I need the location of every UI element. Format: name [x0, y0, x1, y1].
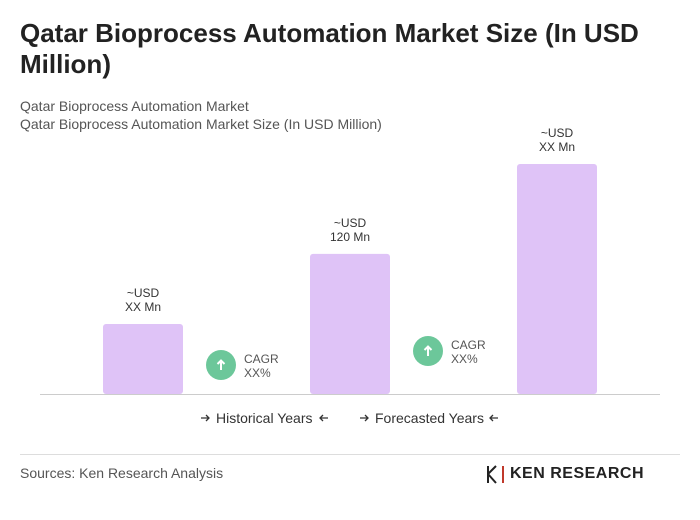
chart-title: Qatar Bioprocess Automation Market Size …	[20, 18, 639, 79]
value-label: ~USD 120 Mn	[329, 215, 371, 244]
cagr-arrow	[423, 345, 433, 356]
value-label: ~USD XX Mn	[124, 285, 161, 314]
cagr-arrow	[216, 359, 226, 370]
subtitle: Qatar Bioprocess Automation Market Size …	[20, 116, 382, 132]
bar	[310, 253, 390, 394]
source: Sources: Ken Research Analysis	[20, 465, 224, 481]
logo: KEN RESEARCH	[510, 465, 645, 482]
logo-icon	[487, 465, 504, 484]
subtitle: Qatar Bioprocess Automation Market	[20, 98, 249, 114]
legend-entry: Historical Years	[216, 410, 313, 426]
value-label: ~USD XX Mn	[538, 126, 575, 154]
cagr-label: CAGR XX%	[244, 352, 279, 380]
cagr-label: CAGR XX%	[451, 338, 486, 366]
bar	[103, 323, 183, 394]
bar	[517, 164, 597, 394]
legend-entry: Forecasted Years	[375, 410, 484, 426]
legend-arrows	[201, 414, 498, 422]
